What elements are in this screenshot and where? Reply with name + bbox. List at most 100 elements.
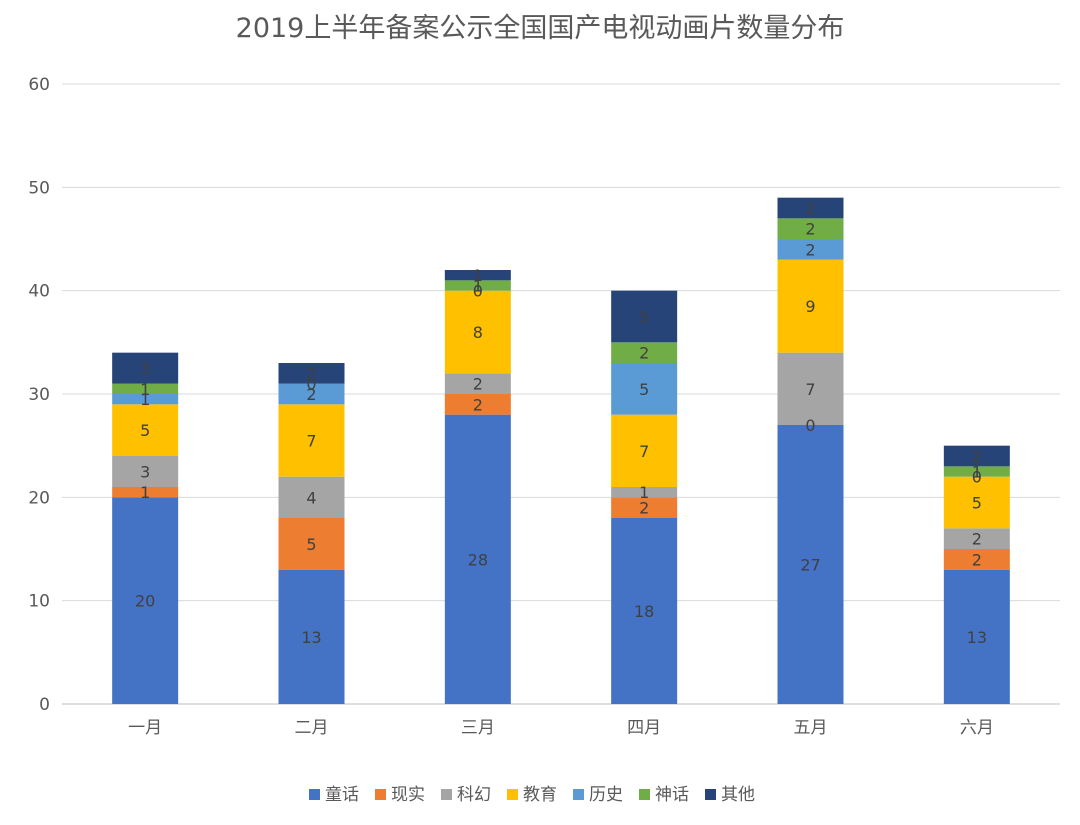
bar-segment: [444, 414, 511, 704]
bar-segment: [112, 383, 179, 394]
bar-segment: [278, 383, 345, 405]
bar-segment: [611, 414, 678, 487]
data-label: 7: [306, 432, 316, 451]
legend-item: 现实: [375, 785, 425, 805]
bar-segment: [943, 569, 1010, 704]
data-label: 2: [972, 530, 982, 549]
data-label: 2: [639, 499, 649, 518]
legend-label: 神话: [655, 785, 689, 805]
bar-segment: [444, 280, 511, 291]
data-label: 7: [639, 442, 649, 461]
bar-segment: [112, 394, 179, 405]
bar-segment: [444, 394, 511, 415]
data-label: 1: [639, 483, 649, 502]
data-label: 1: [140, 390, 150, 409]
bar-segment: [278, 569, 345, 704]
chart-title: 2019上半年备案公示全国国产电视动画片数量分布: [235, 13, 845, 44]
legend-swatch: [639, 789, 650, 800]
bar-segment: [611, 363, 678, 415]
data-label: 8: [473, 323, 483, 342]
data-label: 5: [306, 535, 316, 554]
bar-segment: [943, 476, 1010, 529]
legend-item: 其他: [705, 785, 755, 805]
data-label: 1: [140, 483, 150, 502]
data-label: 2: [805, 240, 815, 259]
legend-item: 神话: [639, 785, 689, 805]
data-label: 0: [473, 282, 483, 301]
bar-segment: [112, 456, 179, 487]
legend-swatch: [375, 789, 386, 800]
legend-label: 现实: [391, 785, 425, 805]
bar-segment: [278, 518, 345, 570]
data-label: 13: [301, 628, 321, 647]
legend-swatch: [441, 789, 452, 800]
data-label: 7: [805, 380, 815, 399]
x-tick-label: 六月: [960, 718, 994, 738]
data-label: 20: [135, 592, 155, 611]
bar-segment: [444, 290, 511, 374]
bar-segment: [943, 549, 1010, 570]
bar-segment: [611, 487, 678, 498]
bar-segment: [611, 342, 678, 363]
legend-swatch: [573, 789, 584, 800]
bar-segment: [777, 425, 844, 704]
legend-swatch: [507, 789, 518, 800]
bar-segment: [112, 487, 179, 498]
legend-item: 童话: [309, 785, 359, 805]
bar-segment: [777, 352, 844, 425]
data-label: 3: [140, 359, 150, 378]
y-tick-label: 0: [39, 695, 50, 715]
x-tick-label: 四月: [627, 718, 661, 738]
bar-segment: [943, 445, 1010, 467]
legend-swatch: [705, 789, 716, 800]
bars: [112, 197, 1010, 704]
bar-segment: [611, 290, 678, 343]
y-tick-label: 40: [28, 282, 50, 302]
y-tick-label: 10: [28, 592, 50, 612]
bar-segment: [278, 363, 345, 384]
x-tick-label: 五月: [794, 718, 828, 738]
data-label: 2: [306, 385, 316, 404]
y-tick-label: 60: [28, 75, 50, 95]
data-label: 5: [140, 421, 150, 440]
bar-segment: [943, 528, 1010, 549]
x-tick-label: 一月: [128, 718, 162, 738]
data-label: 1: [972, 463, 982, 482]
bar-segment: [611, 518, 678, 704]
legend-item: 历史: [573, 785, 623, 805]
data-label: 2: [972, 447, 982, 466]
bar-segment: [112, 352, 179, 384]
legend-item: 科幻: [441, 785, 491, 805]
data-label: 5: [972, 494, 982, 513]
data-label: 2: [473, 395, 483, 414]
data-label: 1: [473, 277, 483, 296]
data-label: 2: [306, 364, 316, 383]
bar-segment: [444, 270, 511, 281]
data-label: 13: [967, 628, 987, 647]
legend-label: 历史: [589, 785, 623, 805]
bar-segment: [444, 373, 511, 394]
bar-segment: [112, 497, 179, 704]
data-label: 1: [140, 380, 150, 399]
bar-segment: [112, 404, 179, 456]
y-tick-label: 50: [28, 178, 50, 198]
bar-segment: [777, 197, 844, 219]
segment-labels: 2013511313547202282280111821752527079222…: [135, 199, 987, 647]
data-label: 9: [805, 297, 815, 316]
data-label: 4: [306, 488, 316, 507]
data-label: 5: [639, 380, 649, 399]
data-label: 18: [634, 602, 654, 621]
data-label: 0: [805, 416, 815, 435]
legend-label: 科幻: [457, 785, 491, 805]
legend-item: 教育: [507, 785, 557, 805]
data-label: 2: [805, 220, 815, 239]
x-tick-label: 三月: [461, 718, 495, 738]
bar-segment: [943, 466, 1010, 477]
bar-segment: [777, 218, 844, 239]
bar-segment: [278, 404, 345, 477]
data-label: 0: [972, 468, 982, 487]
data-label: 27: [800, 556, 820, 575]
data-label: 5: [639, 308, 649, 327]
